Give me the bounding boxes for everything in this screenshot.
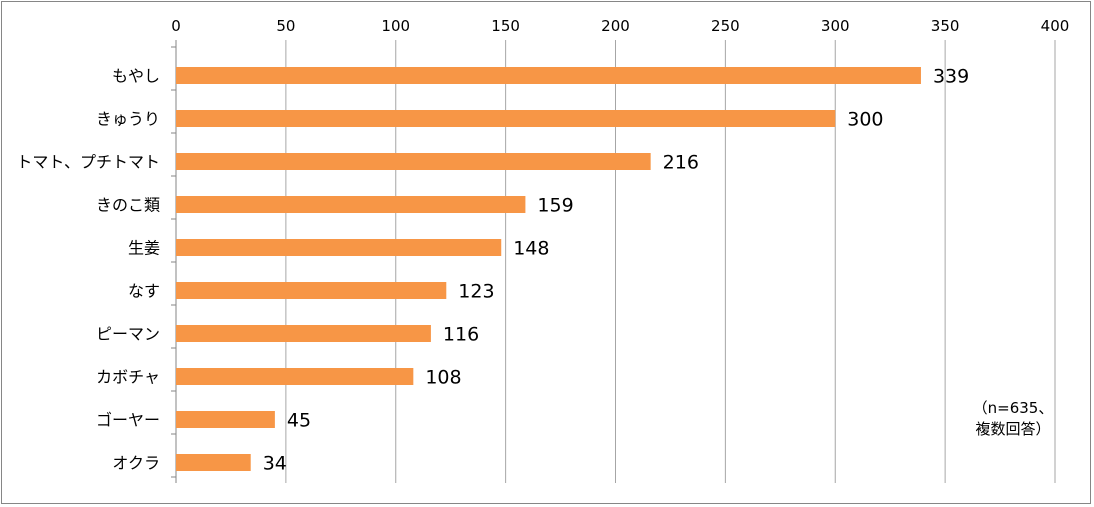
category-label: トマト、プチトマト [16, 153, 160, 172]
bar [176, 153, 651, 170]
category-label: オクラ [112, 454, 160, 473]
data-label: 116 [443, 324, 479, 346]
data-label: 108 [425, 367, 461, 389]
bar [176, 325, 431, 342]
bar [176, 282, 447, 299]
category-label: きのこ類 [96, 196, 160, 215]
bar [176, 411, 275, 428]
bar [176, 239, 502, 256]
sample-note: （n=635、 複数回答） [972, 399, 1054, 438]
x-tick-label: 350 [931, 17, 960, 35]
x-tick-label: 150 [491, 17, 520, 35]
category-label: カボチャ [96, 368, 160, 387]
x-tick-label: 50 [276, 17, 295, 35]
x-tick-label: 0 [171, 17, 181, 35]
category-label: ピーマン [96, 325, 160, 344]
bar [176, 110, 836, 127]
bar [176, 454, 251, 471]
category-label: もやし [112, 67, 160, 86]
x-tick-label: 300 [821, 17, 850, 35]
data-label: 34 [263, 453, 287, 475]
data-label: 339 [933, 66, 969, 88]
category-label: なす [128, 282, 160, 301]
data-label: 216 [663, 152, 699, 174]
x-tick-label: 100 [381, 17, 410, 35]
data-label: 148 [513, 238, 549, 260]
bar [176, 67, 921, 84]
data-label: 300 [847, 109, 883, 131]
category-label: 生姜 [128, 239, 160, 258]
category-label: ゴーヤー [96, 411, 160, 430]
x-tick-label: 250 [711, 17, 740, 35]
x-tick-label: 200 [601, 17, 630, 35]
x-tick-label: 400 [1041, 17, 1070, 35]
bar [176, 196, 526, 213]
data-label: 45 [287, 410, 311, 432]
bar [176, 368, 414, 385]
category-label: きゅうり [96, 110, 160, 129]
data-label: 159 [537, 195, 573, 217]
data-label: 123 [458, 281, 494, 303]
